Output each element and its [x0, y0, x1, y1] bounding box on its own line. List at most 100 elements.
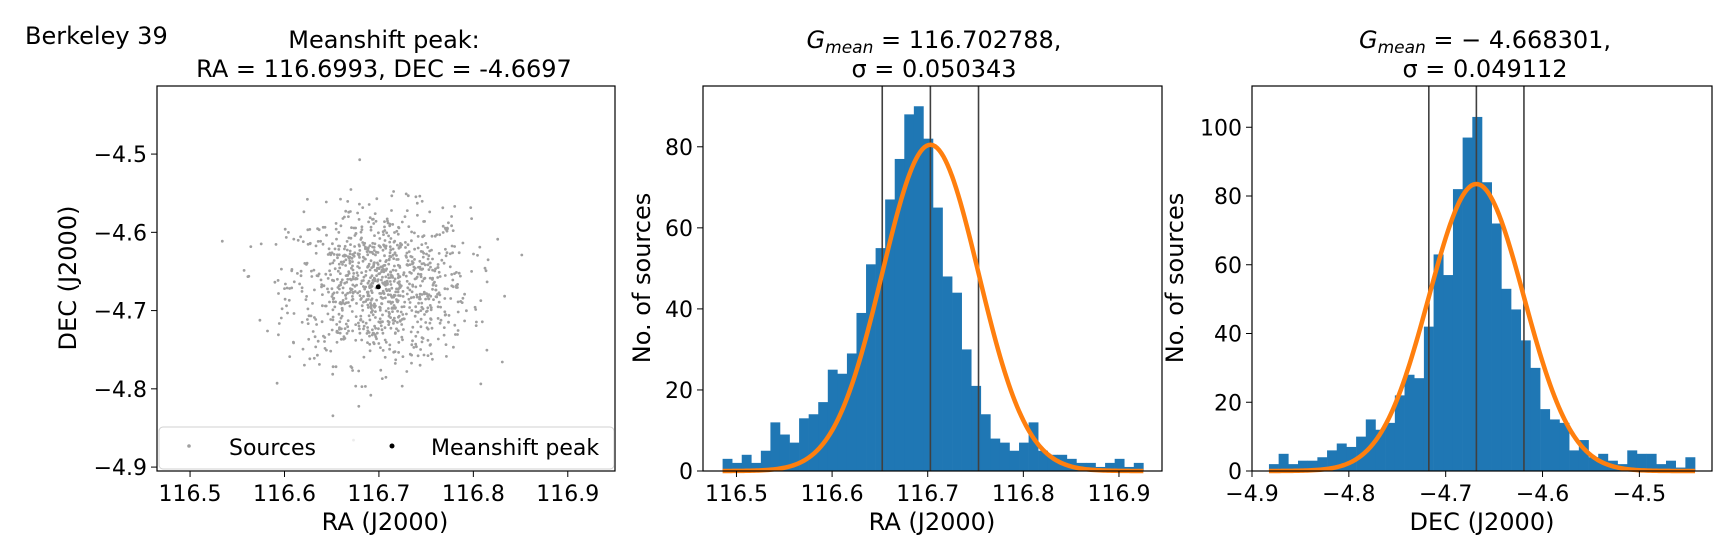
- source-point: [442, 326, 446, 329]
- legend-meanshift-marker: [389, 443, 395, 449]
- source-point: [373, 333, 377, 336]
- source-point: [357, 321, 360, 325]
- source-point: [354, 338, 358, 342]
- source-point: [305, 261, 309, 265]
- source-point: [331, 242, 334, 246]
- source-point: [354, 226, 357, 230]
- source-point: [404, 192, 408, 196]
- histogram-bar: [1009, 450, 1020, 471]
- dec-hist-ticks: −4.9 −4.8 −4.7 −4.6 −4.5 0 20 40 60 80 100: [1200, 116, 1666, 507]
- source-point: [427, 297, 431, 301]
- source-point: [520, 253, 524, 257]
- dec-hist-xtick-label: −4.9: [1225, 482, 1278, 507]
- source-point: [384, 340, 388, 344]
- source-point: [353, 245, 356, 248]
- source-point: [377, 272, 381, 276]
- source-point: [431, 257, 434, 261]
- source-point: [277, 292, 280, 295]
- source-point: [405, 312, 408, 316]
- source-point: [388, 280, 392, 283]
- scatter-xtick-label: 116.7: [347, 482, 410, 507]
- source-point: [431, 283, 435, 287]
- histogram-bar: [722, 458, 733, 471]
- histogram-bar: [1559, 422, 1570, 472]
- histogram-bar: [875, 248, 886, 471]
- source-point: [312, 268, 316, 272]
- source-point: [404, 241, 407, 244]
- source-point: [332, 259, 336, 262]
- source-point: [366, 341, 369, 344]
- source-point: [344, 264, 347, 267]
- source-point: [361, 320, 365, 324]
- source-point: [386, 293, 390, 297]
- source-point: [372, 276, 376, 280]
- source-point: [341, 291, 345, 295]
- source-point: [408, 288, 412, 292]
- source-point: [441, 206, 445, 210]
- source-point: [452, 345, 455, 349]
- source-point: [396, 258, 400, 261]
- source-point: [296, 272, 299, 275]
- source-point: [443, 297, 447, 300]
- source-point: [373, 234, 376, 238]
- source-point: [351, 264, 354, 268]
- source-point: [413, 231, 416, 235]
- source-point: [429, 352, 433, 356]
- source-point: [366, 264, 370, 268]
- source-point: [345, 332, 349, 335]
- source-point: [337, 231, 341, 234]
- source-point: [350, 266, 353, 270]
- histogram-bar: [866, 264, 876, 471]
- histogram-bar: [1394, 395, 1405, 472]
- source-point: [341, 217, 345, 220]
- source-point: [391, 318, 395, 322]
- source-point: [364, 385, 367, 388]
- histogram-bar: [1288, 464, 1299, 472]
- source-point: [300, 290, 304, 293]
- source-point: [348, 291, 352, 294]
- source-point: [438, 321, 442, 325]
- source-point: [360, 225, 364, 229]
- source-point: [292, 312, 296, 315]
- source-point: [357, 243, 361, 247]
- source-point: [362, 275, 366, 279]
- histogram-bar: [1346, 446, 1357, 471]
- source-point: [369, 306, 373, 310]
- source-point: [306, 242, 310, 246]
- source-point: [357, 324, 361, 328]
- scatter-xtick-label: 116.5: [159, 482, 222, 507]
- source-point: [420, 301, 424, 305]
- histogram-bar: [971, 385, 982, 471]
- source-point: [405, 292, 409, 296]
- histogram-bar: [1569, 450, 1580, 472]
- source-point: [364, 274, 368, 277]
- source-point: [306, 318, 309, 321]
- source-point: [436, 317, 440, 320]
- source-point: [335, 253, 339, 257]
- source-point: [392, 316, 396, 320]
- source-point: [349, 243, 352, 247]
- source-point: [358, 327, 361, 331]
- source-point: [362, 300, 365, 304]
- source-point: [364, 270, 368, 273]
- source-point: [406, 194, 410, 198]
- source-point: [373, 242, 377, 246]
- source-point: [310, 269, 313, 273]
- source-point: [371, 252, 375, 256]
- source-point: [402, 271, 406, 275]
- source-point: [358, 158, 362, 162]
- source-point: [443, 287, 447, 291]
- source-point: [361, 259, 365, 263]
- histogram-bar: [760, 450, 771, 471]
- source-point: [402, 273, 405, 277]
- histogram-bar: [1472, 116, 1483, 471]
- ra-hist-xtick-label: 116.9: [1087, 482, 1150, 507]
- histogram-bar: [837, 373, 848, 471]
- source-point: [430, 234, 434, 238]
- source-point: [474, 308, 478, 311]
- source-point: [390, 286, 394, 290]
- source-point: [356, 274, 360, 277]
- source-point: [479, 299, 483, 302]
- source-point: [389, 283, 393, 286]
- source-point: [453, 245, 456, 248]
